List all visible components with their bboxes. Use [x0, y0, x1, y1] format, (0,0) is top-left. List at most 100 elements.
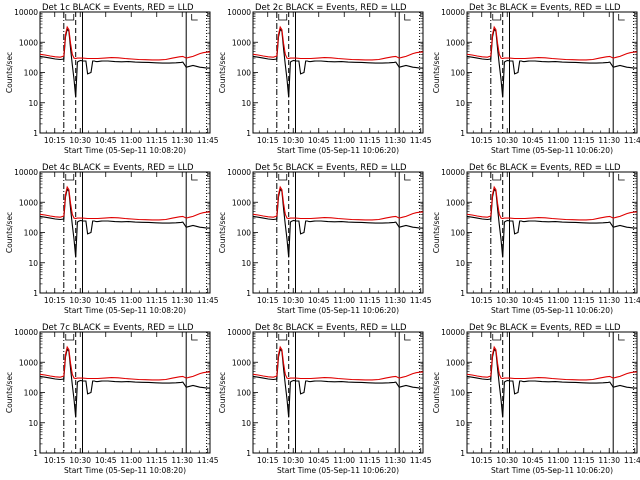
x-tick-label: 10:45 [522, 136, 544, 145]
panel-2: 1 10 100 1000 10000 10:15 10:30 10:45 11:00 11:15… [218, 3, 432, 155]
x-tick-label: 11:00 [120, 456, 142, 465]
y-tick-label: 100 [24, 389, 39, 398]
x-tick-label: 11:00 [333, 296, 355, 305]
x-tick-label: 11:00 [547, 296, 569, 305]
y-tick-label: 100 [451, 229, 466, 238]
x-tick-label: 11:15 [573, 136, 595, 145]
x-tick-label: 11:15 [359, 456, 381, 465]
x-axis-label: Start Time (05-Sep-11 10:06:20) [491, 466, 613, 475]
y-axis-label: Counts/sec [432, 52, 441, 93]
y-tick-label: 10000 [227, 328, 251, 337]
y-tick-label: 100 [24, 229, 39, 238]
x-tick-label: 10:30 [282, 456, 304, 465]
y-axis-label: Counts/sec [218, 212, 227, 253]
panel-5: 1 10 100 1000 10000 10:15 10:30 10:45 11:00 11:15… [218, 163, 432, 315]
y-tick-label: 1000 [232, 38, 251, 47]
y-tick-label: 1000 [232, 198, 251, 207]
x-tick-label: 11:45 [624, 296, 640, 305]
x-tick-label: 11:30 [171, 456, 193, 465]
interval-bracket [404, 334, 411, 341]
y-tick-label: 1000 [446, 198, 465, 207]
x-tick-label: 11:15 [359, 296, 381, 305]
x-axis-label: Start Time (05-Sep-11 10:06:20) [277, 146, 399, 155]
series-lld [467, 25, 637, 61]
y-tick-label: 10 [28, 99, 38, 108]
y-axis-label: Counts/sec [218, 52, 227, 93]
y-tick-label: 1000 [232, 358, 251, 367]
x-tick-label: 10:30 [496, 136, 518, 145]
interval-bracket [278, 174, 288, 181]
panel-7: 1 10 100 1000 10000 10:15 10:30 10:45 11:00 11:15… [5, 323, 219, 475]
x-tick-label: 10:45 [95, 136, 117, 145]
plot-frame [39, 331, 211, 454]
y-axis-label: Counts/sec [5, 372, 14, 413]
series-group [467, 25, 637, 98]
series-group [40, 25, 210, 98]
plot-frame [252, 331, 424, 454]
panel-title: Det 7c BLACK = Events, RED = LLD [42, 323, 194, 333]
plot-frame [252, 11, 424, 134]
y-tick-label: 10 [241, 259, 251, 268]
interval-bracket [404, 14, 411, 21]
x-tick-label: 10:15 [471, 456, 493, 465]
y-tick-label: 1000 [446, 38, 465, 47]
x-axis-label: Start Time (05-Sep-11 10:08:20) [64, 146, 186, 155]
interval-bracket [191, 334, 198, 341]
series-lld [253, 25, 423, 61]
x-tick-label: 10:45 [95, 296, 117, 305]
interval-bracket [618, 334, 625, 341]
x-tick-label: 11:30 [171, 136, 193, 145]
y-tick-label: 10 [455, 419, 465, 428]
y-tick-label: 10 [241, 419, 251, 428]
panel-title: Det 3c BLACK = Events, RED = LLD [469, 3, 621, 13]
x-tick-label: 10:30 [282, 136, 304, 145]
y-tick-label: 1000 [446, 358, 465, 367]
x-tick-label: 11:45 [624, 456, 640, 465]
x-axis-label: Start Time (05-Sep-11 10:08:20) [64, 466, 186, 475]
x-tick-label: 10:45 [308, 136, 330, 145]
x-axis-label: Start Time (05-Sep-11 10:06:20) [491, 146, 613, 155]
x-tick-label: 11:45 [197, 456, 219, 465]
panel-title: Det 5c BLACK = Events, RED = LLD [255, 163, 407, 173]
plot-frame [466, 11, 638, 134]
y-tick-label: 10 [28, 419, 38, 428]
x-tick-label: 11:45 [410, 136, 432, 145]
x-tick-label: 10:45 [308, 456, 330, 465]
x-tick-label: 10:30 [282, 296, 304, 305]
interval-bracket [492, 334, 502, 341]
x-tick-label: 11:15 [573, 296, 595, 305]
panel-4: 1 10 100 1000 10000 10:15 10:30 10:45 11:00 11:15… [5, 163, 219, 315]
x-tick-label: 10:30 [496, 296, 518, 305]
y-tick-label: 10000 [441, 168, 465, 177]
interval-bracket [278, 334, 288, 341]
x-tick-label: 11:30 [384, 456, 406, 465]
x-tick-label: 10:45 [522, 296, 544, 305]
y-tick-label: 1 [460, 289, 465, 298]
y-tick-label: 10000 [14, 328, 38, 337]
interval-bracket [492, 14, 502, 21]
y-axis-label: Counts/sec [432, 372, 441, 413]
y-tick-label: 1000 [19, 358, 38, 367]
x-axis-label: Start Time (05-Sep-11 10:08:20) [64, 306, 186, 315]
x-tick-label: 11:30 [171, 296, 193, 305]
x-tick-label: 11:00 [547, 456, 569, 465]
y-tick-label: 1 [33, 289, 38, 298]
panel-title: Det 4c BLACK = Events, RED = LLD [42, 163, 194, 173]
x-tick-label: 11:00 [333, 136, 355, 145]
interval-bracket [404, 174, 411, 181]
x-tick-label: 10:30 [69, 456, 91, 465]
y-tick-label: 100 [451, 389, 466, 398]
panel-title: Det 1c BLACK = Events, RED = LLD [42, 3, 194, 13]
series-group [253, 345, 423, 418]
series-group [253, 185, 423, 258]
plot-frame [466, 171, 638, 294]
y-tick-label: 1 [460, 449, 465, 458]
plot-frame [39, 171, 211, 294]
y-tick-label: 10000 [227, 168, 251, 177]
x-tick-label: 10:30 [496, 456, 518, 465]
panel-3: 1 10 100 1000 10000 10:15 10:30 10:45 11:00 11:15… [432, 3, 640, 155]
interval-bracket [65, 14, 75, 21]
y-tick-label: 1 [246, 289, 251, 298]
x-tick-label: 11:45 [197, 136, 219, 145]
